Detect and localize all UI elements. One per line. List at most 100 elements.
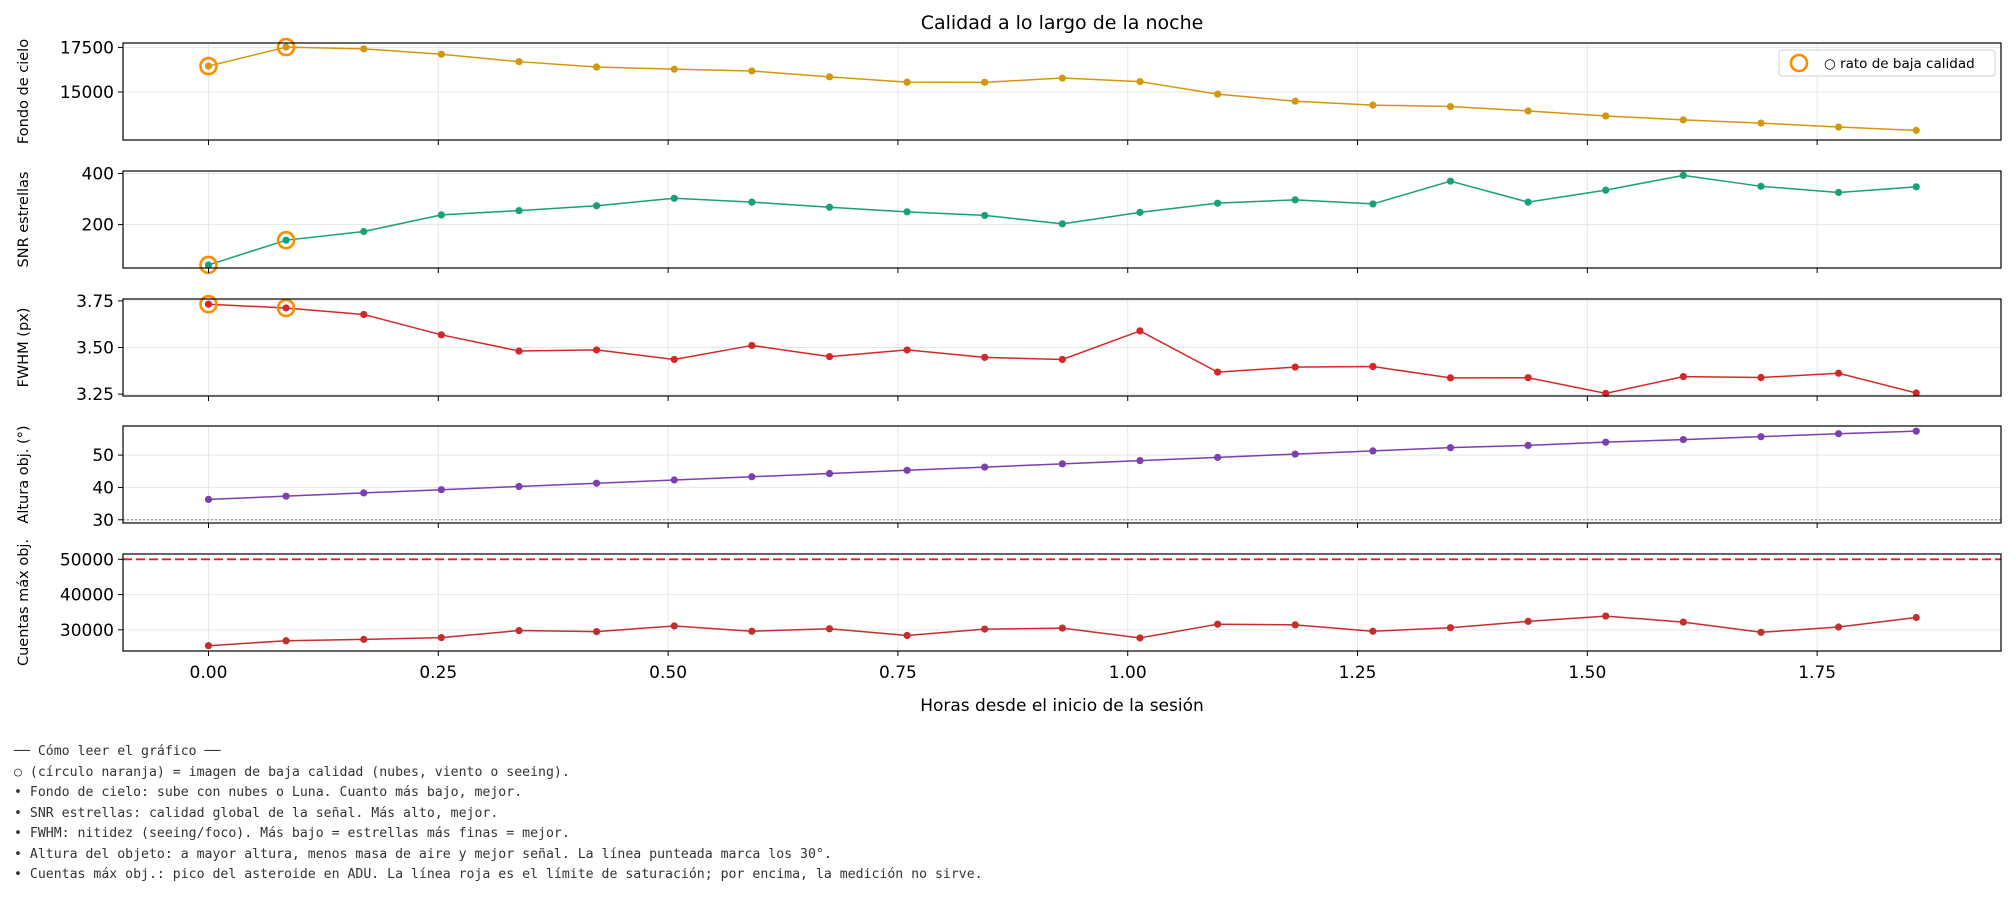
data-point xyxy=(592,63,601,71)
data-point xyxy=(903,78,911,86)
data-point xyxy=(1446,444,1455,452)
data-point xyxy=(1446,374,1455,382)
data-point xyxy=(360,489,368,497)
x-tick-label: 0.25 xyxy=(419,663,457,683)
chart-title: Calidad a lo largo de la noche xyxy=(921,12,1204,34)
data-point xyxy=(515,626,523,635)
data-point xyxy=(1058,624,1066,632)
data-point xyxy=(1602,438,1610,446)
data-point xyxy=(1058,460,1066,468)
y-axis-label: Cuentas máx obj. xyxy=(16,539,32,666)
x-axis-label: Horas desde el inicio de la sesión xyxy=(920,696,1204,716)
data-point xyxy=(748,67,756,75)
data-point xyxy=(1214,453,1222,461)
data-point xyxy=(515,206,523,215)
y-tick-label: 15000 xyxy=(60,83,114,103)
data-point xyxy=(825,203,834,211)
data-point xyxy=(204,642,213,650)
quality-chart: Calidad a lo largo de la noche 15000 1750… xyxy=(16,12,2002,716)
data-point xyxy=(1679,435,1687,444)
data-point xyxy=(1369,200,1377,208)
data-point xyxy=(360,227,368,236)
reading-guide-line: • FWHM: nitidez (seeing/foco). Más bajo … xyxy=(14,826,570,841)
data-point xyxy=(437,633,445,642)
y-axis-label: FWHM (px) xyxy=(16,308,32,388)
x-tick-label: 0.75 xyxy=(879,663,917,683)
low-quality-marker xyxy=(199,294,218,314)
panel-3: 3.25 3.50 3.75 FWHM (px) xyxy=(16,292,2002,405)
y-tick-label: 3.25 xyxy=(76,385,114,405)
reading-guide-line: • SNR estrellas: calidad global de la se… xyxy=(14,805,499,821)
data-point xyxy=(1834,430,1843,438)
data-point xyxy=(748,627,756,635)
y-axis-label: Fondo de cielo xyxy=(16,39,32,144)
data-point xyxy=(1214,90,1222,98)
x-tick-label: 0.50 xyxy=(649,663,687,683)
data-point xyxy=(670,194,678,202)
data-point xyxy=(282,637,290,645)
data-point xyxy=(204,261,213,269)
data-point xyxy=(1757,119,1765,127)
data-point xyxy=(1912,183,1920,191)
data-point xyxy=(204,62,213,70)
data-point xyxy=(1446,624,1455,632)
data-point xyxy=(825,625,834,633)
y-tick-label: 3.75 xyxy=(76,292,114,312)
data-point xyxy=(748,198,756,206)
data-point xyxy=(282,43,290,51)
panel-5: 30000 40000 50000 Cuentas máx obj. xyxy=(16,539,2002,666)
data-point xyxy=(1369,362,1377,371)
data-point xyxy=(825,73,834,81)
x-tick-label: 0.00 xyxy=(190,663,228,683)
series-line xyxy=(208,46,1917,132)
reading-guide-heading: ── Cómo leer el gráfico ── xyxy=(14,744,221,759)
y-tick-label: 3.50 xyxy=(76,339,114,359)
data-point xyxy=(825,353,834,361)
data-point xyxy=(437,486,445,494)
y-tick-label: 200 xyxy=(82,216,114,236)
reading-guide-line: • Cuentas máx obj.: pico del asteroide e… xyxy=(14,867,983,882)
data-point xyxy=(1369,447,1377,455)
data-point xyxy=(1214,368,1222,376)
data-point xyxy=(1912,613,1920,622)
data-point xyxy=(903,208,911,216)
panel-2: 200 400 SNR estrellas xyxy=(16,165,2002,275)
data-point xyxy=(981,625,989,633)
data-point xyxy=(1524,198,1532,206)
data-point xyxy=(825,469,834,478)
panel-frame xyxy=(122,170,2002,269)
low-quality-marker xyxy=(276,230,296,250)
low-quality-marker xyxy=(276,298,296,318)
data-point xyxy=(1446,177,1455,185)
legend-label: ○ rato de baja calidad xyxy=(1824,56,1975,72)
series-line xyxy=(208,303,1917,395)
data-point xyxy=(1679,618,1687,626)
data-point xyxy=(1214,620,1222,628)
data-point xyxy=(1912,427,1920,435)
reading-guide: ── Cómo leer el gráfico ── ○ (círculo na… xyxy=(14,742,983,886)
data-point xyxy=(1291,450,1299,458)
data-point xyxy=(903,631,911,640)
data-point xyxy=(903,466,911,474)
series-line xyxy=(208,174,1917,266)
data-point xyxy=(360,45,368,53)
data-point xyxy=(282,304,290,312)
data-point xyxy=(1602,389,1610,397)
data-point xyxy=(903,346,911,354)
data-point xyxy=(670,355,678,364)
data-point xyxy=(1136,78,1144,86)
data-point xyxy=(360,310,368,319)
data-point xyxy=(670,476,678,484)
y-tick-label: 30000 xyxy=(60,621,114,641)
data-point xyxy=(592,628,601,636)
data-point xyxy=(1834,123,1843,131)
x-tick-label: 1.50 xyxy=(1568,663,1606,683)
data-point xyxy=(981,211,989,220)
reading-guide-line: ○ (círculo naranja) = imagen de baja cal… xyxy=(14,764,570,780)
y-tick-label: 50000 xyxy=(60,550,114,570)
x-tick-label: 1.00 xyxy=(1109,663,1147,683)
data-point xyxy=(981,78,989,86)
data-point xyxy=(204,495,213,503)
y-axis-label: Altura obj. (°) xyxy=(16,425,32,523)
data-point xyxy=(1369,101,1377,109)
